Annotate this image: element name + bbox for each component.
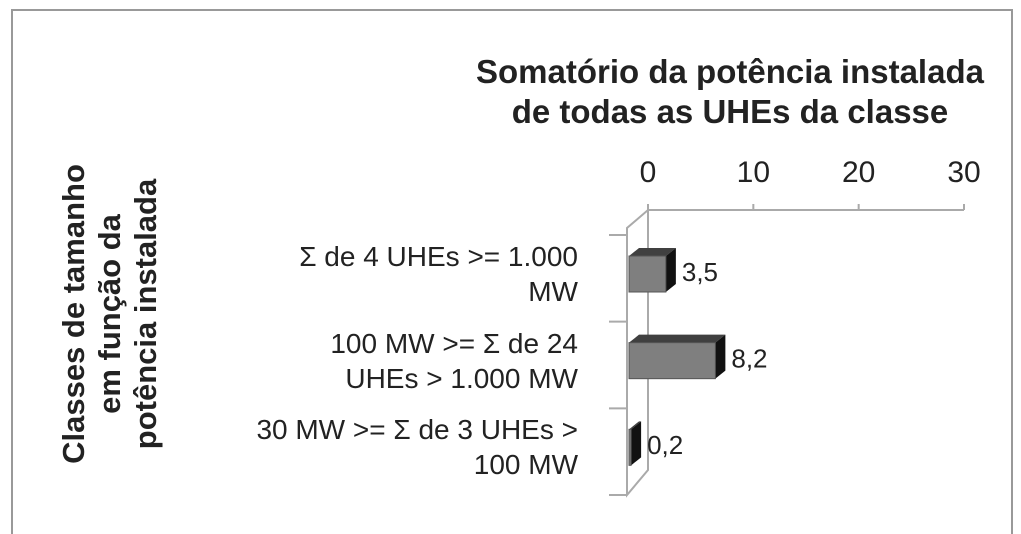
data-label: 0,2: [647, 430, 683, 460]
data-label: 3,5: [682, 257, 718, 287]
x-tick-label: 0: [640, 156, 657, 189]
y-tick-label: 100 MW >= Σ de 24 UHEs > 1.000 MW: [330, 327, 578, 394]
bar: [628, 342, 716, 380]
frame: [11, 9, 1013, 534]
bar-top: [629, 248, 676, 256]
bar-side: [715, 334, 726, 379]
y-tick-label: 30 MW >= Σ de 3 UHEs > 100 MW: [256, 414, 578, 481]
chart-title: Somatório da potência instalada de todas…: [476, 53, 984, 130]
bar-top: [629, 421, 642, 430]
bar-side: [631, 421, 642, 466]
data-label: 8,2: [731, 344, 767, 374]
bar-side: [665, 248, 676, 292]
bar-top: [629, 334, 726, 343]
x-tick-label: 20: [842, 156, 875, 189]
x-tick-label: 10: [737, 156, 770, 189]
bar: [628, 428, 632, 466]
y-axis-label: Classes de tamanho em função da potência…: [56, 164, 163, 464]
x-tick-label: 30: [947, 156, 980, 189]
bar: [628, 255, 667, 293]
y-tick-label: Σ de 4 UHEs >= 1.000 MW: [299, 241, 578, 307]
